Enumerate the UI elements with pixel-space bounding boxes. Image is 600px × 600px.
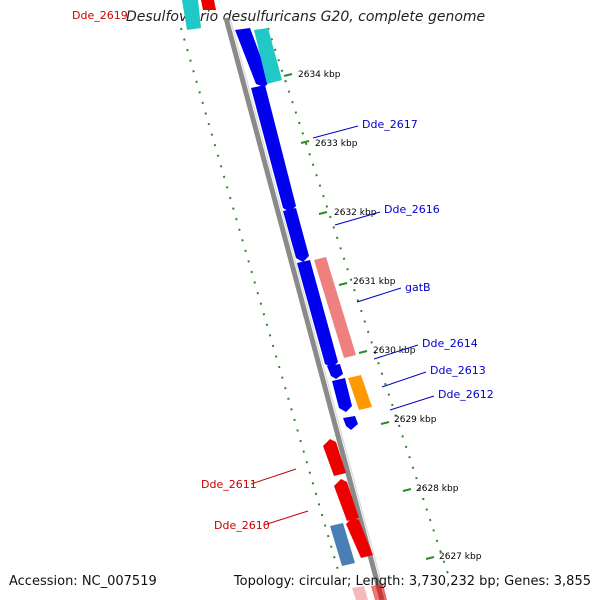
gene-arrow-salmon[interactable] [352, 586, 368, 600]
genome-backbone-highlight [229, 17, 387, 600]
callout-line [334, 211, 381, 226]
tick-label: 2630 kbp [373, 346, 416, 356]
tick-label: 2628 kbp [416, 484, 459, 494]
callout-line [373, 344, 419, 360]
outer-ruler-dots [267, 27, 449, 575]
gene-arrow-salmon[interactable] [314, 257, 356, 358]
tick-label: 2627 kbp [439, 552, 482, 562]
gene-arrow-blue[interactable] [327, 364, 343, 379]
gene-arrow-red[interactable] [323, 439, 346, 476]
gene-arrow-blue[interactable] [235, 28, 270, 87]
gene-label-dde-2617[interactable]: Dde_2617 [362, 118, 418, 131]
tick-mark [358, 350, 368, 354]
gene-arrow-blue[interactable] [297, 260, 338, 368]
genome-backbone [223, 17, 385, 600]
gene-arrow-steelblue[interactable] [330, 523, 355, 566]
tick-mark [318, 211, 328, 215]
callout-line [250, 468, 297, 485]
tick-mark [380, 421, 390, 425]
tick-mark [300, 140, 310, 144]
gene-label-dde-2619[interactable]: Dde_2619 [72, 9, 128, 22]
gene-label-dde-2611[interactable]: Dde_2611 [201, 478, 257, 491]
callout-line [312, 125, 359, 139]
gene-arrow-red[interactable] [346, 517, 373, 558]
gene-arrow-cyan[interactable] [254, 28, 282, 84]
tick-label: 2633 kbp [315, 139, 358, 149]
accession-text: Accession: NC_007519 [9, 574, 157, 589]
gene-label-dde-2610[interactable]: Dde_2610 [214, 519, 270, 532]
gene-arrow-cyan[interactable] [182, 0, 201, 30]
tick-mark [425, 556, 435, 560]
gene-arrow-blue[interactable] [283, 208, 309, 262]
map-title: Desulfovibrio desulfuricans G20, complet… [126, 9, 486, 25]
callout-line [381, 371, 427, 388]
outer-ruler [267, 27, 449, 575]
tick-labels: 2634 kbp 2633 kbp 2632 kbp 2631 kbp 2630… [298, 70, 482, 562]
tick-mark [283, 73, 293, 77]
reverse-genes [323, 439, 373, 558]
gene-label-dde-2612[interactable]: Dde_2612 [438, 388, 494, 401]
gene-label-dde-2616[interactable]: Dde_2616 [384, 203, 440, 216]
callout-line [356, 287, 402, 303]
gene-arrow-blue[interactable] [251, 85, 296, 212]
tick-mark [402, 488, 412, 492]
gene-arrow-red[interactable] [201, 0, 216, 10]
gene-arrow-blue[interactable] [332, 378, 352, 412]
gene-arrow-blue[interactable] [343, 416, 358, 430]
label-callouts [250, 125, 435, 526]
gene-arrow-red[interactable] [371, 584, 387, 600]
gene-label-gatb[interactable]: gatB [405, 281, 431, 294]
tick-label: 2632 kbp [334, 208, 377, 218]
forward-genes [235, 28, 358, 430]
genome-summary-text: Topology: circular; Length: 3,730,232 bp… [233, 574, 591, 589]
tick-label: 2634 kbp [298, 70, 341, 80]
tick-label: 2629 kbp [394, 415, 437, 425]
gene-arrow-red[interactable] [334, 479, 359, 521]
gene-labels: Dde_2619 Dde_2617 Dde_2616 gatB Dde_2614… [72, 9, 494, 532]
gene-label-dde-2614[interactable]: Dde_2614 [422, 337, 478, 350]
gene-label-dde-2613[interactable]: Dde_2613 [430, 364, 486, 377]
tick-mark [338, 282, 348, 286]
callout-line [389, 395, 435, 411]
callout-line [263, 510, 309, 526]
gene-arrow-orange[interactable] [348, 375, 372, 410]
tick-label: 2631 kbp [353, 277, 396, 287]
